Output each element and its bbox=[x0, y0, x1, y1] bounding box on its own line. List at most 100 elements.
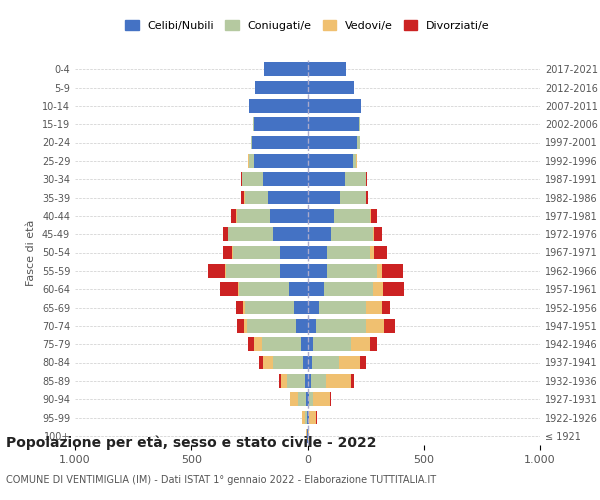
Bar bbox=[254, 338, 262, 351]
Bar bbox=[310, 410, 316, 424]
Bar bbox=[250, 99, 308, 112]
Bar bbox=[308, 356, 312, 370]
Bar bbox=[373, 228, 374, 241]
Bar bbox=[324, 282, 373, 296]
Bar bbox=[305, 410, 307, 424]
Bar bbox=[308, 80, 354, 94]
Bar bbox=[374, 246, 386, 260]
Bar bbox=[350, 338, 370, 351]
Bar bbox=[365, 319, 384, 332]
Bar bbox=[250, 154, 254, 168]
Bar bbox=[251, 136, 252, 149]
Bar bbox=[308, 154, 353, 168]
Bar bbox=[370, 209, 371, 222]
Bar bbox=[293, 300, 308, 314]
Bar bbox=[308, 172, 344, 186]
Bar bbox=[308, 190, 340, 204]
Bar bbox=[350, 374, 354, 388]
Bar bbox=[223, 246, 232, 260]
Bar bbox=[308, 228, 331, 241]
Bar bbox=[308, 338, 313, 351]
Bar bbox=[344, 172, 365, 186]
Bar bbox=[305, 374, 308, 388]
Bar bbox=[382, 300, 390, 314]
Bar bbox=[371, 209, 377, 222]
Bar bbox=[330, 392, 331, 406]
Bar bbox=[319, 300, 365, 314]
Bar bbox=[308, 99, 361, 112]
Bar bbox=[370, 246, 374, 260]
Bar bbox=[327, 246, 370, 260]
Bar bbox=[229, 228, 272, 241]
Bar bbox=[316, 319, 365, 332]
Bar bbox=[384, 319, 395, 332]
Bar bbox=[331, 228, 373, 241]
Bar bbox=[245, 300, 293, 314]
Bar bbox=[232, 246, 233, 260]
Bar bbox=[220, 282, 238, 296]
Bar bbox=[377, 264, 382, 278]
Bar bbox=[272, 356, 303, 370]
Bar bbox=[365, 300, 382, 314]
Bar bbox=[307, 392, 308, 406]
Y-axis label: Fasce di età: Fasce di età bbox=[26, 220, 36, 286]
Bar bbox=[308, 410, 310, 424]
Bar bbox=[280, 246, 308, 260]
Bar bbox=[296, 319, 308, 332]
Bar bbox=[359, 118, 360, 131]
Text: COMUNE DI VENTIMIGLIA (IM) - Dati ISTAT 1° gennaio 2022 - Elaborazione TUTTITALI: COMUNE DI VENTIMIGLIA (IM) - Dati ISTAT … bbox=[6, 475, 436, 485]
Bar bbox=[236, 209, 271, 222]
Bar bbox=[238, 282, 239, 296]
Bar bbox=[259, 356, 263, 370]
Bar bbox=[308, 374, 311, 388]
Bar bbox=[242, 172, 263, 186]
Text: Popolazione per età, sesso e stato civile - 2022: Popolazione per età, sesso e stato civil… bbox=[6, 436, 377, 450]
Bar bbox=[383, 282, 404, 296]
Bar bbox=[303, 356, 308, 370]
Bar bbox=[308, 319, 316, 332]
Bar bbox=[265, 62, 308, 76]
Bar bbox=[248, 154, 250, 168]
Bar bbox=[272, 228, 308, 241]
Bar bbox=[254, 118, 308, 131]
Bar bbox=[239, 282, 289, 296]
Bar bbox=[373, 282, 383, 296]
Bar bbox=[263, 172, 308, 186]
Bar bbox=[262, 338, 301, 351]
Bar bbox=[307, 410, 308, 424]
Bar bbox=[382, 264, 403, 278]
Bar bbox=[308, 209, 334, 222]
Bar bbox=[268, 190, 308, 204]
Bar bbox=[226, 264, 280, 278]
Bar bbox=[233, 246, 280, 260]
Bar bbox=[311, 374, 326, 388]
Bar bbox=[252, 136, 308, 149]
Bar bbox=[287, 374, 305, 388]
Bar bbox=[313, 338, 350, 351]
Bar bbox=[308, 62, 346, 76]
Bar bbox=[281, 374, 287, 388]
Bar bbox=[253, 118, 254, 131]
Bar bbox=[241, 190, 244, 204]
Bar bbox=[243, 300, 245, 314]
Bar bbox=[279, 374, 281, 388]
Bar bbox=[360, 356, 365, 370]
Bar bbox=[339, 356, 360, 370]
Bar bbox=[255, 80, 308, 94]
Bar bbox=[208, 264, 225, 278]
Legend: Celibi/Nubili, Coniugati/e, Vedovi/e, Divorziati/e: Celibi/Nubili, Coniugati/e, Vedovi/e, Di… bbox=[121, 16, 494, 35]
Bar bbox=[289, 282, 308, 296]
Bar bbox=[327, 264, 377, 278]
Bar bbox=[236, 319, 244, 332]
Bar bbox=[374, 228, 382, 241]
Bar bbox=[302, 410, 305, 424]
Bar bbox=[271, 209, 308, 222]
Bar bbox=[263, 356, 272, 370]
Bar bbox=[353, 154, 356, 168]
Bar bbox=[245, 190, 268, 204]
Bar bbox=[247, 319, 296, 332]
Bar bbox=[308, 300, 319, 314]
Bar bbox=[326, 374, 350, 388]
Bar bbox=[308, 392, 310, 406]
Bar bbox=[254, 154, 308, 168]
